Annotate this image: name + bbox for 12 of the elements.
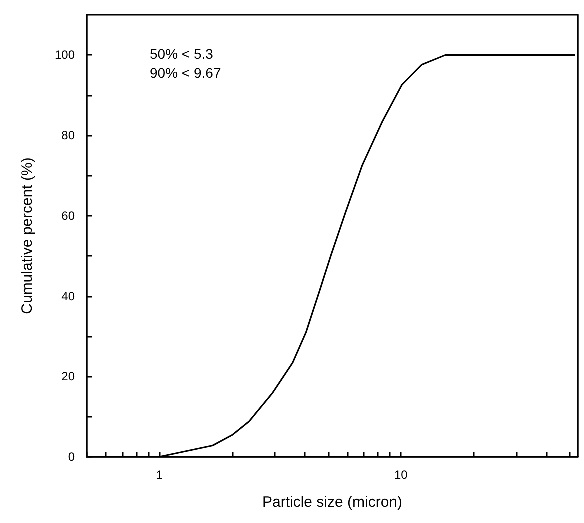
annotation: 50% < 5.3 xyxy=(150,46,214,62)
y-axis-title: Cumulative percent (%) xyxy=(19,158,36,314)
y-tick-label: 0 xyxy=(68,450,76,464)
y-tick-label: 80 xyxy=(62,128,76,143)
y-tick-label: 100 xyxy=(54,48,76,62)
y-tick-label: 60 xyxy=(62,208,76,223)
y-tick-label: 20 xyxy=(62,370,76,384)
x-tick-label: 10 xyxy=(394,468,408,482)
x-tick-label: 1 xyxy=(156,468,164,482)
y-tick-label: 40 xyxy=(62,289,76,304)
x-axis-title: Particle size (micron) xyxy=(262,494,403,511)
annotation: 90% < 9.67 xyxy=(150,65,222,81)
